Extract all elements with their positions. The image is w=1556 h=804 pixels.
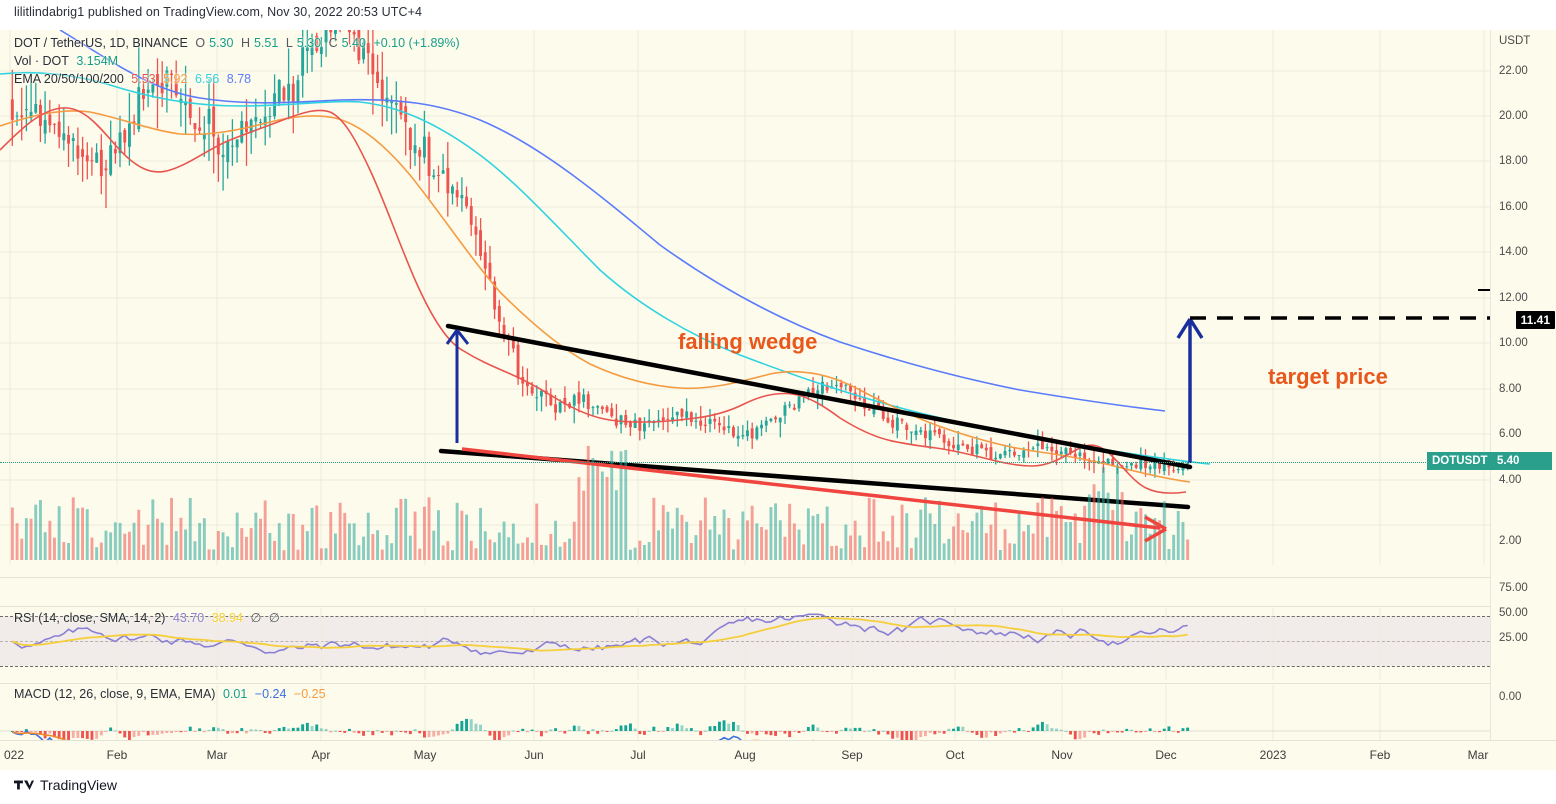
price-tick-14: 14.00 xyxy=(1499,246,1528,258)
time-label-mar: Mar xyxy=(206,748,228,762)
pane-separator-rsi[interactable] xyxy=(0,606,1556,607)
symbol-legend[interactable]: DOT / TetherUS, 1D, BINANCE O 5.30 H 5.51 … xyxy=(14,36,464,50)
annotation-target-price: target price xyxy=(1268,364,1388,389)
price-tick-20: 20.00 xyxy=(1499,110,1528,122)
macd-hist-value: 0.01 xyxy=(222,687,248,701)
rsi-tick-75: 75.00 xyxy=(1499,582,1528,594)
price-pane-svg xyxy=(0,30,1490,565)
ohlc-o-label: O xyxy=(195,36,206,50)
volume-legend[interactable]: Vol · DOT 3.154M xyxy=(14,54,122,68)
rsi-tick-50: 50.00 xyxy=(1499,607,1528,619)
time-label-may: May xyxy=(413,748,437,762)
rsi-middle-line xyxy=(0,641,1490,642)
time-label-feb: Feb xyxy=(106,748,128,762)
ema-legend-title: EMA 20/50/100/200 xyxy=(14,72,124,86)
last-price-tick xyxy=(1478,289,1490,291)
tradingview-mark-icon xyxy=(14,780,34,790)
ohlc-h-value: 5.51 xyxy=(253,36,279,50)
volume-histogram xyxy=(10,445,1190,560)
price-axis[interactable]: USDT 22.00 20.00 18.00 16.00 14.00 12.00… xyxy=(1490,30,1556,740)
time-label-jun: Jun xyxy=(524,748,544,762)
ema200-value: 8.78 xyxy=(226,72,252,86)
price-tick-4: 4.00 xyxy=(1499,474,1522,486)
pane-separator-macd[interactable] xyxy=(0,683,1556,684)
symbol-price-value-tag: 5.40 xyxy=(1492,452,1552,470)
rsi-sma-value: 38.94 xyxy=(211,611,243,625)
price-tick-16: 16.00 xyxy=(1499,201,1528,213)
candlestick-series xyxy=(10,30,1190,478)
macd-legend-title: MACD (12, 26, close, 9, EMA, EMA) xyxy=(14,687,216,701)
ohlc-c-value: 5.40 xyxy=(341,36,366,50)
rsi-value: 43.70 xyxy=(172,611,205,625)
time-axis[interactable]: 022 Feb Mar Apr May Jun Jul Aug Sep Oct … xyxy=(0,740,1556,771)
breakout-arrow xyxy=(445,329,470,443)
symbol-title: DOT / TetherUS, 1D, BINANCE xyxy=(14,36,188,50)
last-price-tag: 11.41 xyxy=(1515,311,1555,329)
rsi-oversold-line xyxy=(0,666,1490,667)
rsi-legend-title: RSI (14, close, SMA, 14, 2) xyxy=(14,611,166,625)
volume-legend-title: Vol · DOT xyxy=(14,54,69,68)
price-pane[interactable]: DOT / TetherUS, 1D, BINANCE O 5.30 H 5.51 … xyxy=(0,30,1490,565)
time-label-2022: 022 xyxy=(3,748,25,762)
time-label-aug: Aug xyxy=(734,748,756,762)
ema50-value: 5.92 xyxy=(163,72,188,86)
price-tick-6: 6.00 xyxy=(1499,428,1522,440)
macd-line-value: −0.24 xyxy=(254,687,287,701)
ohlc-o-value: 5.30 xyxy=(209,36,234,50)
macd-tick-0: 0.00 xyxy=(1499,691,1522,703)
ema20-value: 5.53 xyxy=(131,72,156,86)
volume-legend-value: 3.154M xyxy=(76,54,119,68)
time-label-oct: Oct xyxy=(945,748,965,762)
time-label-nov: Nov xyxy=(1051,748,1073,762)
macd-signal-value: −0.25 xyxy=(293,687,326,701)
rsi-pane[interactable]: RSI (14, close, SMA, 14, 2) 43.70 38.94 … xyxy=(0,608,1490,680)
target-price-arrow xyxy=(1176,318,1204,463)
macd-legend[interactable]: MACD (12, 26, close, 9, EMA, EMA) 0.01 −… xyxy=(14,687,330,701)
rsi-legend[interactable]: RSI (14, close, SMA, 14, 2) 43.70 38.94 … xyxy=(14,610,284,625)
price-axis-unit: USDT xyxy=(1499,35,1531,47)
tradingview-brand-text: TradingView xyxy=(40,777,118,793)
chart-frame[interactable]: DOT / TetherUS, 1D, BINANCE O 5.30 H 5.51 … xyxy=(0,30,1556,770)
time-label-2023: 2023 xyxy=(1259,748,1287,762)
pane-separator-volume[interactable] xyxy=(0,577,1556,578)
publish-info: lilitlindabrig1 published on TradingView… xyxy=(14,5,423,19)
ohlc-h-label: H xyxy=(240,36,250,50)
rsi-tick-25: 25.00 xyxy=(1499,632,1528,644)
wedge-lower-line xyxy=(438,448,1191,510)
price-tick-2: 2.00 xyxy=(1499,535,1522,547)
tradingview-logo[interactable]: TradingView xyxy=(14,777,117,793)
price-tick-8: 8.00 xyxy=(1499,383,1522,395)
ema100-value: 6.56 xyxy=(194,72,220,86)
ema-legend[interactable]: EMA 20/50/100/200 5.53 5.92 6.56 8.78 xyxy=(14,72,255,86)
time-label-feb-2023: Feb xyxy=(1369,748,1391,762)
price-tick-10: 10.00 xyxy=(1499,337,1528,349)
wedge-upper-line xyxy=(445,323,1193,470)
footer: TradingView xyxy=(0,770,1556,804)
annotation-falling-wedge: falling wedge xyxy=(678,329,818,354)
time-label-apr: Apr xyxy=(311,748,331,762)
time-label-sep: Sep xyxy=(841,748,863,762)
last-price-dotted-line xyxy=(0,462,1490,463)
ohlc-l-value: 5.30 xyxy=(296,36,322,50)
price-change: +0.10 (+1.89%) xyxy=(373,36,460,50)
price-tick-12: 12.00 xyxy=(1499,292,1528,304)
rsi-value-b: ∅ xyxy=(268,611,280,625)
rsi-value-a: ∅ xyxy=(250,611,262,625)
time-label-jul: Jul xyxy=(630,748,646,762)
price-tick-18: 18.00 xyxy=(1499,155,1528,167)
price-tick-22: 22.00 xyxy=(1499,65,1528,77)
symbol-tag-label: DOTUSDT xyxy=(1432,455,1488,467)
symbol-price-tag: DOTUSDT xyxy=(1427,452,1493,470)
ohlc-l-label: L xyxy=(285,36,293,50)
time-label-dec: Dec xyxy=(1155,748,1177,762)
time-label-mar-2023: Mar xyxy=(1467,748,1489,762)
ohlc-c-label: C xyxy=(328,36,338,50)
